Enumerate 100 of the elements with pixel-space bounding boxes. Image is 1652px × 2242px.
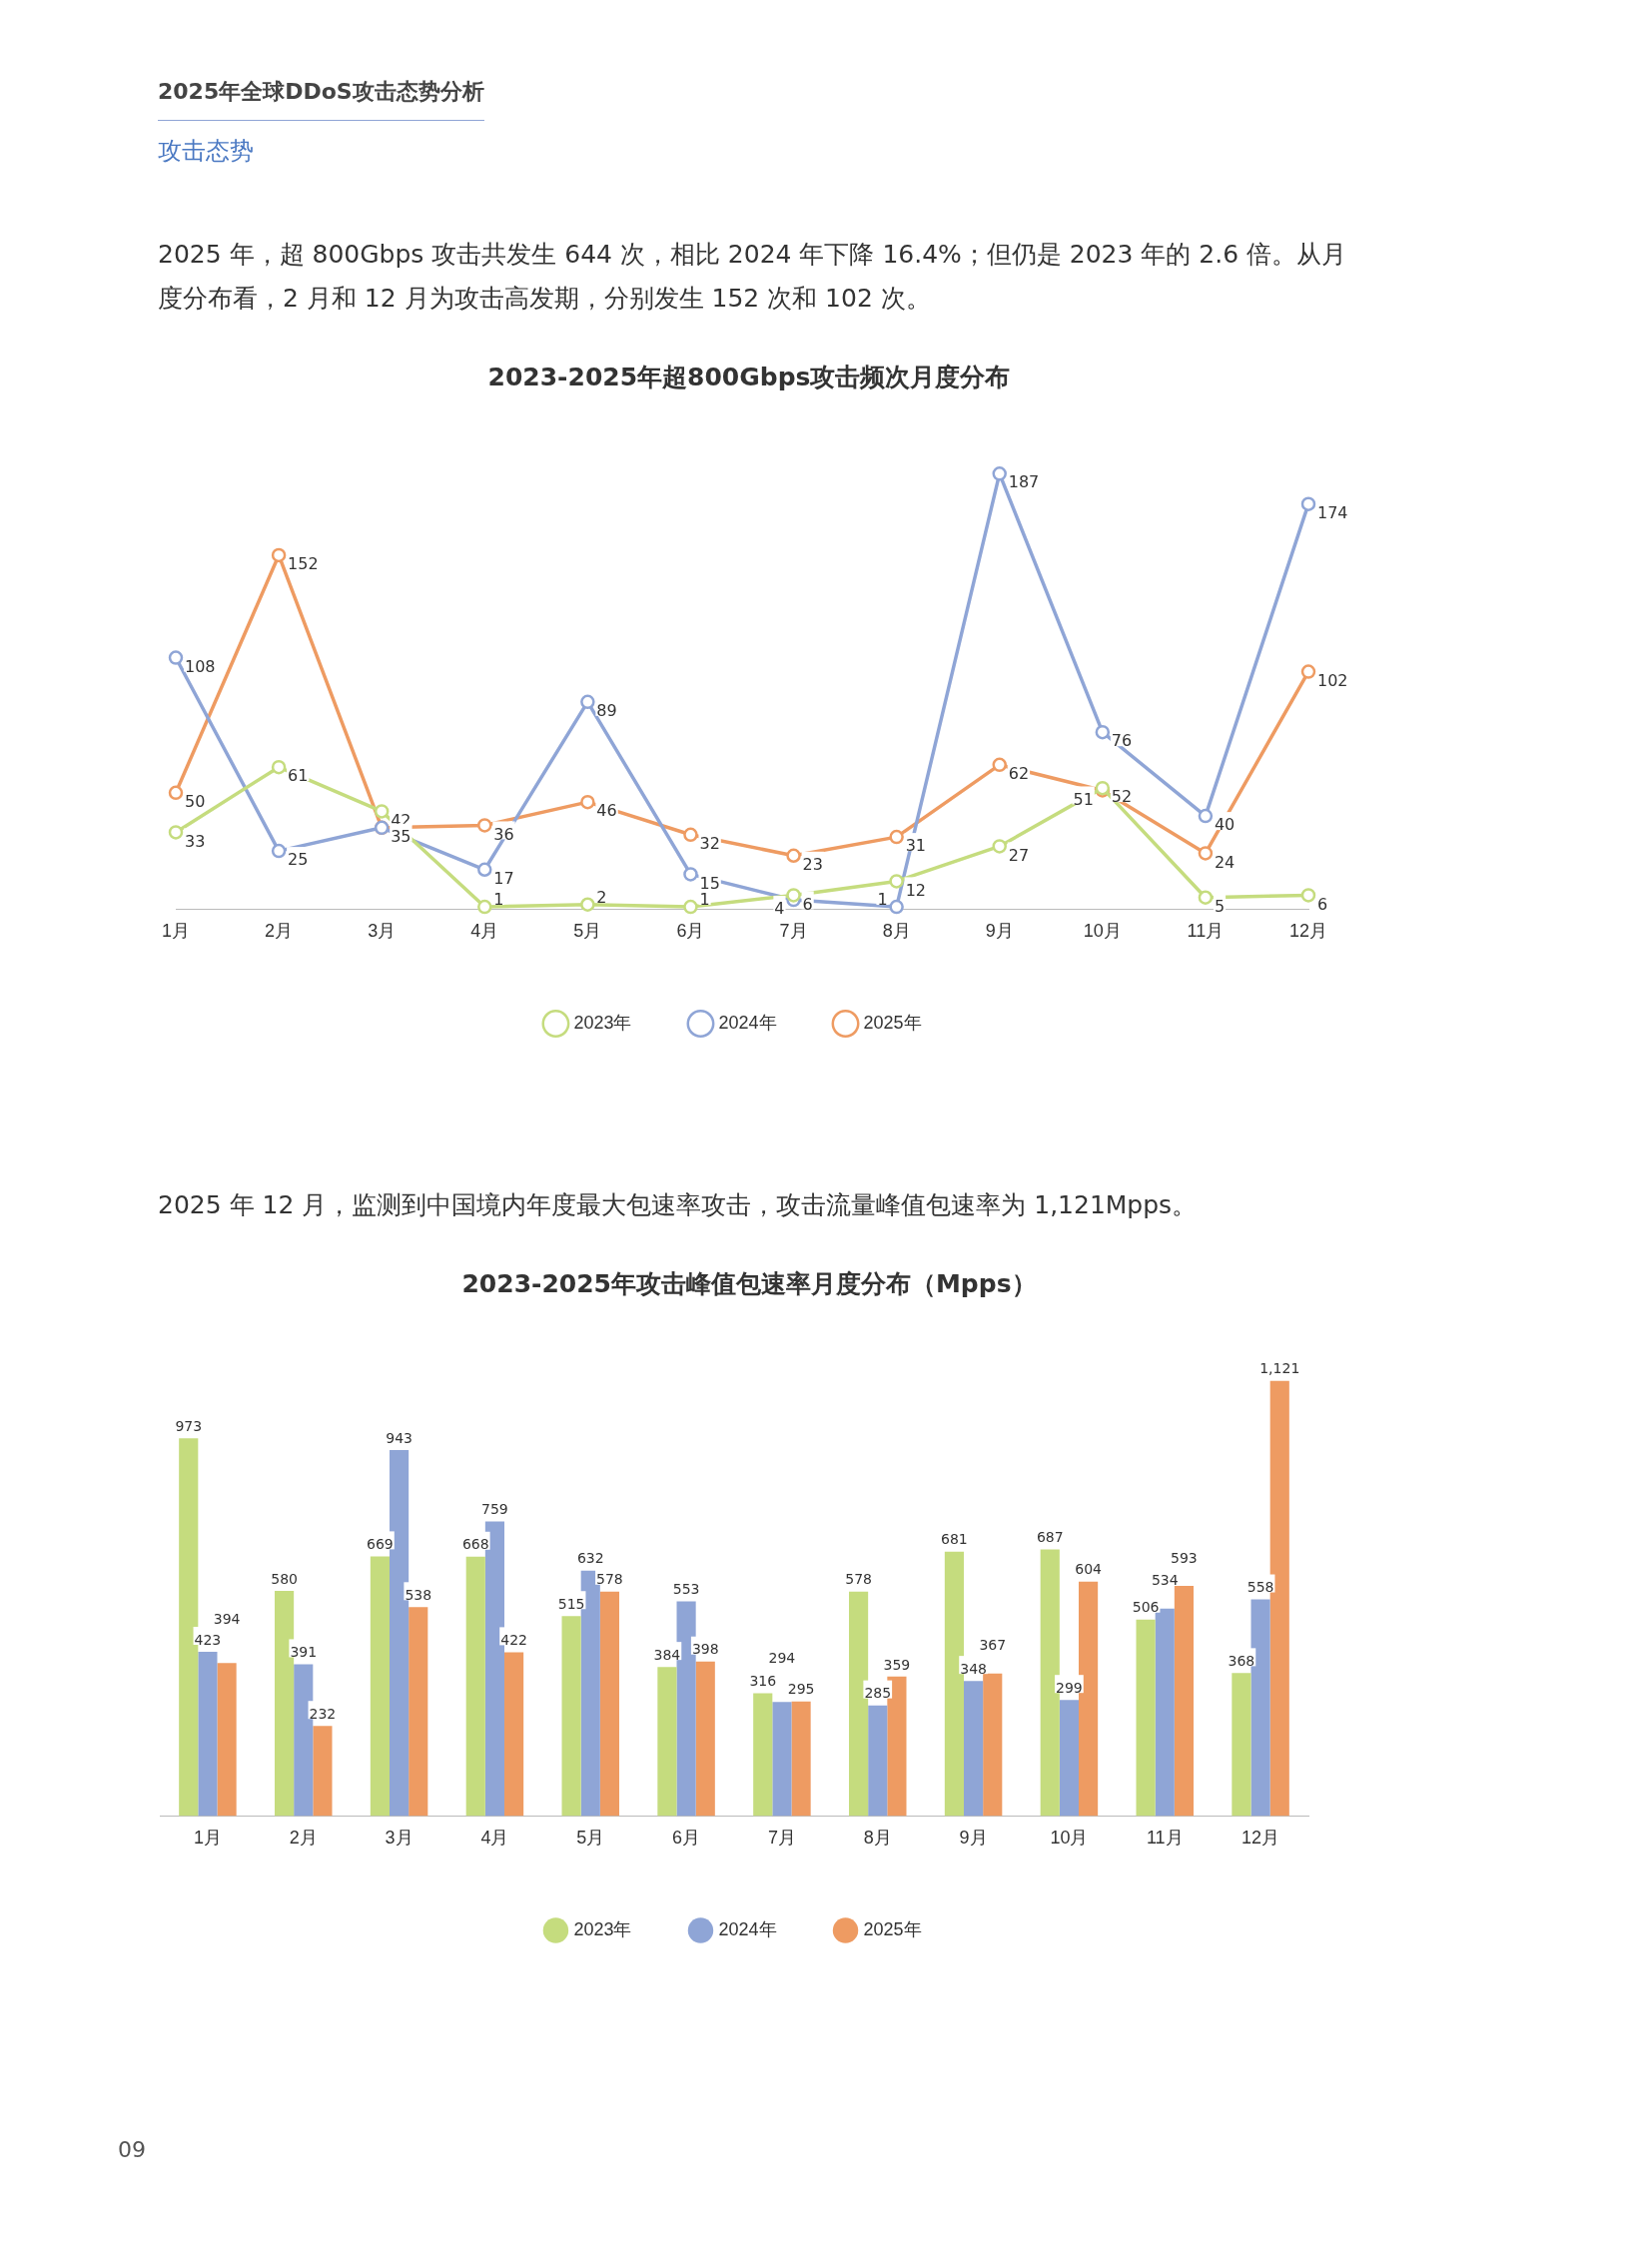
x-tick-label: 8月 <box>863 1828 892 1849</box>
data-label: 36 <box>493 824 514 844</box>
data-label: 604 <box>1075 1561 1103 1578</box>
data-label: 4 <box>774 899 785 919</box>
data-label: 40 <box>1214 815 1236 835</box>
data-label: 25 <box>288 850 309 870</box>
data-label: 62 <box>1008 763 1030 783</box>
data-label: 17 <box>493 868 514 888</box>
data-label: 368 <box>1228 1653 1255 1670</box>
x-tick-label: 3月 <box>385 1828 413 1849</box>
data-label: 423 <box>194 1631 222 1648</box>
data-label: 1 <box>493 890 504 910</box>
data-label: 367 <box>979 1637 1007 1654</box>
chart-title: 2023-2025年攻击峰值包速率月度分布（Mpps） <box>460 1268 1038 1300</box>
x-tick-label: 9月 <box>959 1828 988 1849</box>
data-label: 27 <box>1008 845 1030 865</box>
data-label: 759 <box>481 1501 508 1518</box>
x-tick-label: 1月 <box>193 1828 222 1849</box>
x-tick-label: 1月 <box>162 921 191 942</box>
legend-label: 2023年 <box>573 1012 632 1033</box>
data-label: 5 <box>1214 896 1226 916</box>
data-label: 943 <box>386 1429 413 1446</box>
data-label: 51 <box>1073 789 1094 809</box>
data-label: 61 <box>288 766 309 786</box>
data-label: 232 <box>309 1705 337 1722</box>
legend-label: 2024年 <box>718 1012 777 1033</box>
data-label: 973 <box>175 1417 203 1434</box>
x-tick-label: 12月 <box>1241 1828 1280 1849</box>
data-label: 578 <box>596 1571 623 1588</box>
data-label: 553 <box>672 1581 700 1598</box>
data-label: 534 <box>1151 1572 1179 1589</box>
data-label: 35 <box>391 826 412 846</box>
x-tick-label: 4月 <box>480 1828 509 1849</box>
data-label: 33 <box>185 831 206 851</box>
x-tick-label: 4月 <box>470 921 499 942</box>
data-label: 391 <box>290 1644 318 1661</box>
text: 09 <box>118 2137 146 2162</box>
x-tick-label: 6月 <box>676 921 705 942</box>
data-label: 398 <box>691 1641 719 1658</box>
x-tick-label: 7月 <box>779 921 808 942</box>
data-label: 12 <box>905 880 926 900</box>
data-label: 1 <box>877 890 888 910</box>
data-label: 102 <box>1317 670 1348 690</box>
data-label: 24 <box>1214 852 1236 872</box>
x-tick-label: 5月 <box>576 1828 605 1849</box>
data-label: 632 <box>576 1550 604 1567</box>
data-label: 668 <box>461 1536 489 1553</box>
data-label: 89 <box>596 701 617 721</box>
data-label: 15 <box>699 873 720 893</box>
x-tick-label: 8月 <box>882 921 911 942</box>
x-tick-label: 10月 <box>1050 1828 1089 1849</box>
chart-title: 2023-2025年超800Gbps攻击频次月度分布 <box>486 362 1012 393</box>
data-label: 1 <box>699 890 710 910</box>
data-label: 506 <box>1132 1599 1160 1616</box>
text: 2025 年，超 800Gbps 攻击共发生 644 次，相比 2024 年下降 16.4%；但仍是 2023 年的 2.6 倍。从月度分布看，2 月和 12 月为攻击高发期，分别发生 152 次和 102 次。 <box>158 239 1347 315</box>
data-label: 394 <box>213 1610 241 1627</box>
x-tick-label: 2月 <box>265 921 294 942</box>
data-label: 384 <box>653 1646 681 1663</box>
data-label: 687 <box>1036 1529 1064 1546</box>
x-tick-label: 11月 <box>1146 1828 1184 1849</box>
x-tick-label: 12月 <box>1288 921 1328 942</box>
data-label: 669 <box>367 1536 394 1553</box>
data-label: 32 <box>699 833 720 853</box>
x-tick-label: 10月 <box>1083 921 1122 942</box>
data-label: 1,121 <box>1259 1360 1300 1377</box>
data-label: 6 <box>1317 894 1328 914</box>
data-label: 348 <box>960 1660 987 1677</box>
text: 攻击态势 <box>158 136 255 167</box>
data-label: 295 <box>787 1681 815 1698</box>
data-label: 31 <box>905 836 926 856</box>
data-label: 299 <box>1056 1679 1083 1696</box>
data-label: 316 <box>749 1673 777 1690</box>
data-label: 580 <box>271 1570 298 1587</box>
data-label: 2 <box>596 887 607 907</box>
data-label: 538 <box>405 1586 432 1603</box>
data-label: 174 <box>1317 502 1348 522</box>
data-label: 593 <box>1171 1549 1198 1566</box>
data-label: 515 <box>557 1595 585 1612</box>
data-label: 52 <box>1111 787 1133 807</box>
data-label: 578 <box>845 1571 872 1588</box>
legend-label: 2024年 <box>718 1918 777 1939</box>
legend-label: 2025年 <box>863 1918 922 1939</box>
text: 2025年全球DDoS攻击态势分析 <box>158 70 484 121</box>
data-label: 681 <box>941 1531 968 1548</box>
x-tick-label: 2月 <box>289 1828 318 1849</box>
data-label: 294 <box>768 1649 796 1666</box>
data-label: 558 <box>1246 1579 1274 1596</box>
data-label: 23 <box>802 854 823 874</box>
x-tick-label: 11月 <box>1187 921 1225 942</box>
legend-label: 2025年 <box>863 1012 922 1033</box>
x-tick-label: 3月 <box>368 921 397 942</box>
data-label: 422 <box>500 1632 527 1649</box>
data-label: 285 <box>864 1685 892 1702</box>
data-label: 152 <box>288 554 319 574</box>
data-label: 46 <box>596 801 617 821</box>
text: 2025 年 12 月，监测到中国境内年度最大包速率攻击，攻击流量峰值包速率为 1,121Mpps。 <box>158 1189 1199 1221</box>
data-label: 187 <box>1008 472 1040 492</box>
data-label: 76 <box>1111 731 1133 751</box>
x-tick-label: 6月 <box>672 1828 701 1849</box>
legend-label: 2023年 <box>573 1918 632 1939</box>
